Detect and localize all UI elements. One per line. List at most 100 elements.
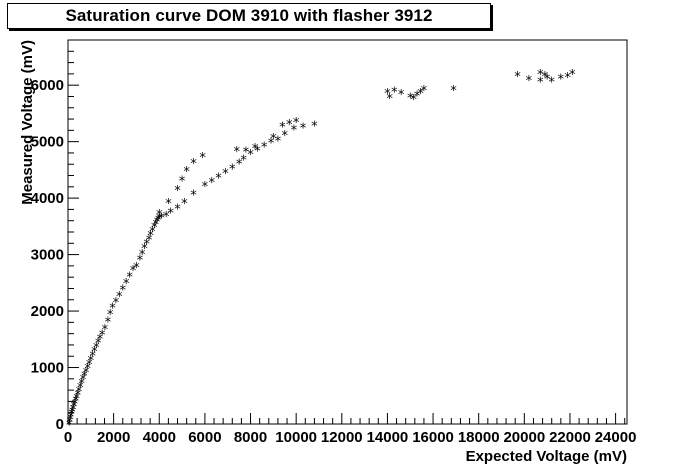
data-point: * — [564, 71, 572, 86]
data-point: * — [543, 73, 551, 88]
data-point: * — [106, 308, 114, 323]
data-point: * — [253, 144, 261, 159]
x-tick-label: 22000 — [549, 429, 591, 446]
y-tick-label: 0 — [56, 416, 64, 433]
data-point: * — [568, 68, 576, 83]
data-point: * — [75, 385, 83, 400]
data-point: * — [228, 162, 236, 177]
data-point: * — [155, 212, 163, 227]
x-tick-label: 8000 — [234, 429, 267, 446]
data-point: * — [150, 221, 158, 236]
data-point: * — [514, 70, 522, 85]
y-tick-label: 5000 — [31, 134, 64, 151]
data-point: * — [222, 167, 230, 182]
x-tick-label: 4000 — [143, 429, 176, 446]
data-point: * — [91, 345, 99, 360]
data-point: * — [94, 336, 102, 351]
data-point: * — [208, 176, 216, 191]
data-point: * — [311, 120, 319, 135]
y-axis-title: Measured Voltage (mV) — [19, 40, 36, 205]
data-point: * — [201, 180, 209, 195]
data-point: * — [98, 329, 106, 344]
data-point: * — [292, 116, 300, 131]
data-point: * — [69, 403, 77, 418]
data-point: * — [260, 140, 268, 155]
x-tick-label: 10000 — [275, 429, 317, 446]
data-point: * — [78, 377, 86, 392]
data-point: * — [548, 76, 556, 91]
data-point: * — [133, 261, 141, 276]
data-points: ****************************************… — [65, 68, 576, 433]
data-point: * — [267, 137, 275, 152]
data-point: * — [126, 270, 134, 285]
data-point: * — [417, 87, 425, 102]
data-point: * — [138, 248, 146, 263]
y-tick-label: 1000 — [31, 360, 64, 377]
data-point: * — [450, 84, 458, 99]
data-point: * — [68, 408, 76, 423]
data-point: * — [410, 93, 418, 108]
data-point: * — [70, 400, 78, 415]
data-point: * — [136, 253, 144, 268]
data-point: * — [242, 146, 250, 161]
data-point: * — [84, 362, 92, 377]
data-point: * — [72, 395, 80, 410]
data-point: * — [129, 264, 137, 279]
data-point: * — [82, 366, 90, 381]
x-axis: 0 2000 4000 6000 8000 10000 12000 14000 16000 180… — [64, 413, 636, 446]
data-point: * — [122, 277, 130, 292]
y-tick-label: 6000 — [31, 77, 64, 94]
data-point: * — [174, 203, 182, 218]
chart-title-box: Saturation curve DOM 3910 with flasher 3… — [7, 3, 491, 29]
data-point: * — [167, 207, 175, 222]
data-point: * — [183, 165, 191, 180]
data-point: * — [145, 234, 153, 249]
data-point: * — [190, 188, 198, 203]
data-point: * — [384, 87, 392, 102]
data-point: * — [386, 92, 394, 107]
x-axis-title: Expected Voltage (mV) — [466, 448, 627, 465]
data-point: * — [299, 121, 307, 136]
data-point: * — [68, 405, 76, 420]
data-point: * — [119, 283, 127, 298]
data-point: * — [154, 213, 162, 228]
data-point: * — [397, 88, 405, 103]
data-point: * — [74, 388, 82, 403]
data-point: * — [71, 397, 79, 412]
data-point: * — [162, 210, 170, 225]
y-axis: 0 1000 2000 3000 4000 5000 6000 — [31, 39, 79, 433]
data-point: * — [147, 229, 155, 244]
data-point: * — [285, 118, 293, 133]
data-point: * — [279, 121, 287, 136]
data-point: * — [557, 73, 565, 88]
data-point: * — [174, 184, 182, 199]
data-point: * — [152, 218, 160, 233]
data-point: * — [67, 410, 75, 425]
data-point: * — [536, 76, 544, 91]
data-point: * — [233, 145, 241, 160]
data-point: * — [87, 354, 95, 369]
data-point: * — [190, 157, 198, 172]
data-point: * — [65, 418, 73, 433]
data-point: * — [390, 86, 398, 101]
data-point: * — [541, 70, 549, 85]
data-point: * — [109, 301, 117, 316]
data-point: * — [141, 242, 149, 257]
y-tick-label: 4000 — [31, 190, 64, 207]
data-point: * — [85, 358, 93, 373]
data-point: * — [215, 172, 223, 187]
x-tick-label: 20000 — [503, 429, 545, 446]
data-point: * — [115, 290, 123, 305]
data-point: * — [104, 316, 112, 331]
data-point: * — [235, 157, 243, 172]
data-point: * — [251, 142, 259, 157]
x-tick-label: 2000 — [97, 429, 130, 446]
x-tick-label: 12000 — [321, 429, 363, 446]
x-tick-label: 16000 — [412, 429, 454, 446]
x-tick-label: 18000 — [458, 429, 500, 446]
data-point: * — [281, 129, 289, 144]
y-tick-label: 3000 — [31, 247, 64, 264]
data-point: * — [413, 90, 421, 105]
data-point: * — [81, 370, 89, 385]
